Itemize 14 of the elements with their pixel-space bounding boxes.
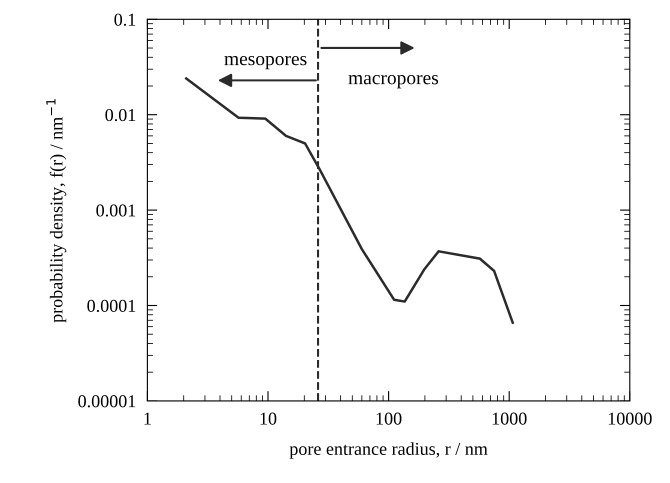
x-tick-label: 10000: [608, 412, 652, 425]
annotation: macropores: [348, 75, 438, 88]
y-tick-label: 0.1: [114, 14, 136, 26]
x-tick-label: 1000: [492, 412, 527, 425]
y-tick-label: 0.0001: [87, 300, 136, 312]
y-tick-label: 0.001: [96, 204, 136, 217]
annotation: mesopores: [224, 56, 306, 70]
x-tick-label: 10: [260, 412, 276, 425]
y-tick-label: 0.01: [105, 108, 136, 122]
x-tick-label: 100: [376, 412, 402, 425]
y-axis-title: probability density, f(r) / nm$^{−1}$: [46, 99, 66, 323]
x-tick-label: 1: [144, 412, 151, 425]
x-axis-title: pore entrance radius, r / nm: [290, 442, 488, 459]
y-tick-label: 0.00001: [78, 395, 136, 408]
